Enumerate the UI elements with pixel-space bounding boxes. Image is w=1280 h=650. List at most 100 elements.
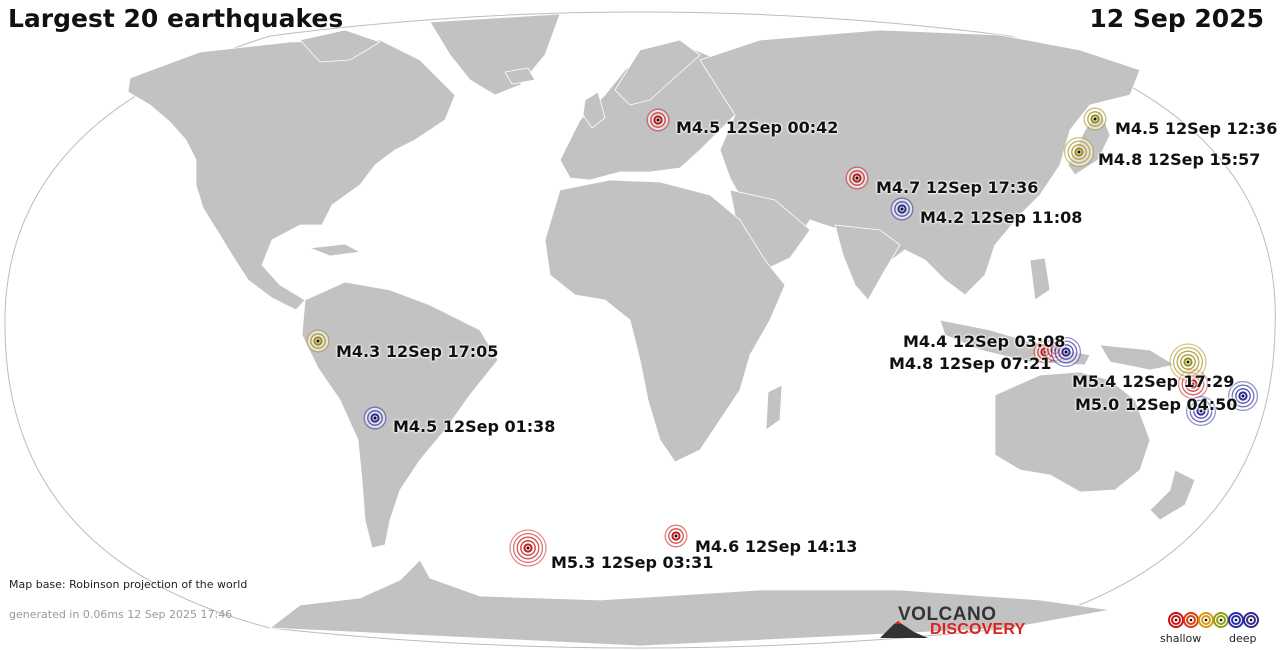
- volcano-icon: [880, 621, 928, 638]
- legend-depth-ring: [1216, 615, 1226, 625]
- quake-ring: [370, 413, 380, 423]
- quake-epicenter[interactable]: [1064, 350, 1068, 354]
- logo-text-discovery: DISCOVERY: [930, 621, 1026, 638]
- quake-epicenter[interactable]: [855, 176, 859, 180]
- quake-ring: [367, 410, 383, 426]
- quake-ring: [523, 543, 533, 553]
- quake-ring: [1238, 391, 1248, 401]
- quake-ring: [1061, 347, 1071, 357]
- quake-ring: [1188, 379, 1198, 389]
- quake-ring: [1058, 344, 1074, 360]
- new-guinea-shape: [1099, 344, 1177, 371]
- legend-depth-dot: [1219, 618, 1223, 622]
- quake-label[interactable]: M4.7 12Sep 17:36: [876, 178, 1039, 197]
- quake-epicenter[interactable]: [1199, 409, 1203, 413]
- quake-ring: [1196, 406, 1206, 416]
- legend-depth-ring: [1231, 615, 1241, 625]
- legend-depth-dot: [1204, 618, 1208, 622]
- uk-shape: [582, 91, 606, 129]
- quake-ring: [1090, 114, 1100, 124]
- caribbean-shape: [309, 243, 362, 257]
- quake-ring: [653, 115, 663, 125]
- legend-deep-label: deep: [1229, 632, 1257, 645]
- generated-note: generated in 0.06ms 12 Sep 2025 17:46: [9, 608, 233, 621]
- quake-label[interactable]: M4.2 12Sep 11:08: [920, 208, 1083, 227]
- legend-depth-ring: [1201, 615, 1211, 625]
- quake-ring: [512, 532, 544, 564]
- quake-epicenter[interactable]: [1241, 394, 1245, 398]
- quake-ring: [520, 540, 536, 556]
- legend-depth-dot: [1249, 618, 1253, 622]
- quake-ring: [671, 531, 681, 541]
- legend-depth-dot: [1189, 618, 1193, 622]
- north-america-shape: [127, 39, 456, 311]
- india-shape: [834, 224, 901, 301]
- legend-depth-ring: [1171, 615, 1181, 625]
- quake-label[interactable]: M4.8 12Sep 15:57: [1098, 150, 1261, 169]
- quake-label[interactable]: M5.4 12Sep 17:29: [1072, 372, 1235, 391]
- quake-ring: [1231, 384, 1255, 408]
- depth-color-rings: [1168, 612, 1259, 628]
- quake-ring: [849, 170, 865, 186]
- quake-ring: [852, 173, 862, 183]
- quake-label[interactable]: M4.4 12Sep 03:08: [903, 332, 1066, 351]
- quake-epicenter[interactable]: [373, 416, 377, 420]
- map-date: 12 Sep 2025: [1089, 4, 1264, 33]
- africa-shape: [544, 179, 786, 463]
- quake-label[interactable]: M5.3 12Sep 03:31: [551, 553, 714, 572]
- quake-ring: [516, 536, 540, 560]
- quake-ring: [1193, 403, 1209, 419]
- quake-ring: [668, 528, 684, 544]
- quake-ring: [310, 333, 326, 349]
- australia-shape: [994, 371, 1151, 493]
- quake-ring: [1176, 350, 1200, 374]
- map-title: Largest 20 earthquakes: [8, 4, 344, 33]
- legend-depth-ring: [1186, 615, 1196, 625]
- south-america-shape: [301, 281, 499, 549]
- logo-text-volcano: VOLCANO: [898, 604, 997, 625]
- earthquake-markers: [306, 107, 1259, 567]
- legend-depth-dot: [1234, 618, 1238, 622]
- quake-label[interactable]: M4.6 12Sep 14:13: [695, 537, 858, 556]
- scandinavia-shape: [614, 39, 701, 106]
- depth-legend: shallow deep: [1160, 608, 1270, 648]
- projection-note: Map base: Robinson projection of the wor…: [9, 578, 248, 591]
- arctic-islands-shape: [299, 29, 381, 63]
- volcanodiscovery-logo[interactable]: VOLCANO DISCOVERY: [880, 604, 1040, 640]
- quake-epicenter[interactable]: [1093, 117, 1097, 121]
- quake-ring: [1183, 357, 1193, 367]
- quake-epicenter[interactable]: [656, 118, 660, 122]
- quake-ring: [1067, 140, 1091, 164]
- quake-epicenter[interactable]: [1186, 360, 1190, 364]
- quake-epicenter[interactable]: [1191, 382, 1195, 386]
- quake-ring: [313, 336, 323, 346]
- land-masses: [127, 13, 1196, 647]
- quake-epicenter[interactable]: [674, 534, 678, 538]
- philippines-shape: [1029, 257, 1051, 301]
- quake-ring: [1189, 399, 1213, 423]
- quake-label[interactable]: M4.5 12Sep 00:42: [676, 118, 839, 137]
- quake-label[interactable]: M4.3 12Sep 17:05: [336, 342, 499, 361]
- iceland-shape: [504, 67, 536, 85]
- legend-depth-ring: [1246, 615, 1256, 625]
- quake-ring: [897, 204, 907, 214]
- quake-label[interactable]: M4.5 12Sep 01:38: [393, 417, 556, 436]
- new-zealand-shape: [1149, 469, 1196, 521]
- quake-ring: [1180, 354, 1196, 370]
- madagascar-shape: [765, 384, 783, 431]
- legend-shallow-label: shallow: [1160, 632, 1202, 645]
- quake-ring: [1235, 388, 1251, 404]
- quake-label[interactable]: M5.0 12Sep 04:50: [1075, 395, 1238, 414]
- quake-ring: [894, 201, 910, 217]
- quake-label[interactable]: M4.5 12Sep 12:36: [1115, 119, 1278, 138]
- quake-label[interactable]: M4.8 12Sep 07:21: [889, 354, 1052, 373]
- quake-ring: [1074, 147, 1084, 157]
- quake-epicenter[interactable]: [316, 339, 320, 343]
- legend-depth-dot: [1174, 618, 1178, 622]
- quake-epicenter[interactable]: [1077, 150, 1081, 154]
- quake-epicenter[interactable]: [526, 546, 530, 550]
- quake-ring: [1172, 346, 1204, 378]
- quake-epicenter[interactable]: [900, 207, 904, 211]
- quake-ring: [1054, 340, 1078, 364]
